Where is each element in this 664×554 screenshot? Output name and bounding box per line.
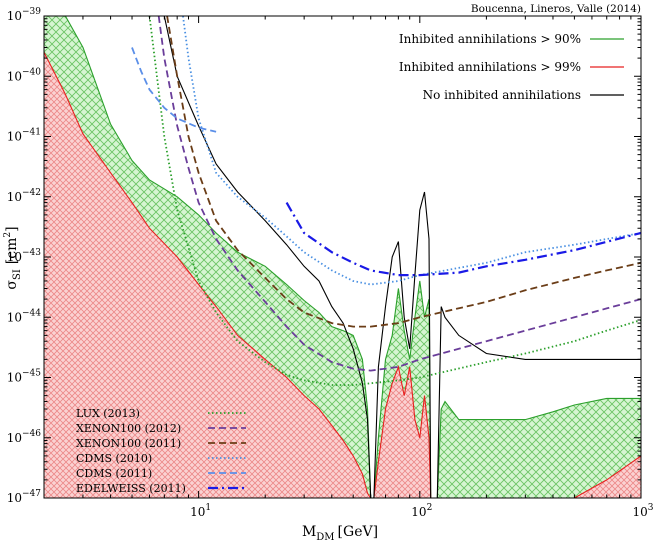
y-tick-label: 10−44 — [7, 308, 42, 324]
legend-bottom-label: CDMS (2011) — [76, 467, 152, 480]
legend-top-label: Inhibited annihilations > 90% — [399, 32, 581, 46]
series-line-4 — [182, 16, 641, 286]
region-fill-1 — [44, 52, 641, 498]
series-line-5 — [131, 47, 217, 133]
y-tick-label: 10−39 — [7, 7, 42, 23]
legend-bottom-label: XENON100 (2012) — [76, 422, 181, 435]
legend-bottom-label: LUX (2013) — [76, 407, 140, 420]
y-tick-label: 10−46 — [7, 429, 42, 445]
y-tick-label: 10−41 — [7, 128, 41, 144]
series-line-1 — [148, 16, 641, 386]
series-line-2 — [157, 16, 641, 372]
axis-tick-labels: 101 102 103 10−39 10−40 10−41 10−42 10−43 10−44 1… — [7, 7, 654, 519]
legend-top-right: Inhibited annihilations > 90% Inhibited a… — [399, 32, 624, 102]
y-tick-label: 10−40 — [7, 67, 42, 83]
y-axis-label: σSI[cm2] — [3, 226, 23, 289]
x-axis-label: MDM [GeV] — [302, 524, 378, 543]
x-tick-label: 102 — [411, 503, 432, 519]
legend-bottom-label: CDMS (2010) — [76, 452, 152, 465]
series-line-3 — [166, 16, 641, 328]
y-tick-label: 10−47 — [7, 489, 42, 505]
series-line-6 — [285, 202, 641, 277]
region-boundary-1 — [44, 52, 641, 498]
annotation: Boucenna, Lineros, Valle (2014) — [471, 3, 641, 15]
plot-area — [44, 16, 641, 498]
y-tick-label: 10−45 — [7, 369, 42, 385]
legend-top-label: Inhibited annihilations > 99% — [399, 60, 581, 74]
x-tick-label: 101 — [190, 503, 211, 519]
legend-top-label: No inhibited annihilations — [423, 88, 581, 102]
y-tick-label: 10−42 — [7, 188, 41, 204]
legend-bottom-label: EDELWEISS (2011) — [76, 482, 186, 495]
x-tick-label: 103 — [632, 503, 653, 519]
axis-ticks — [43, 16, 642, 499]
region-boundary-0 — [44, 16, 641, 498]
excluded-regions — [44, 16, 641, 498]
legend-bottom-left: LUX (2013) XENON100 (2012) XENON100 (2011)… — [76, 407, 246, 495]
y-tick-label: 10−43 — [7, 248, 42, 264]
legend-bottom-label: XENON100 (2011) — [76, 437, 181, 450]
series-lines — [131, 16, 641, 498]
